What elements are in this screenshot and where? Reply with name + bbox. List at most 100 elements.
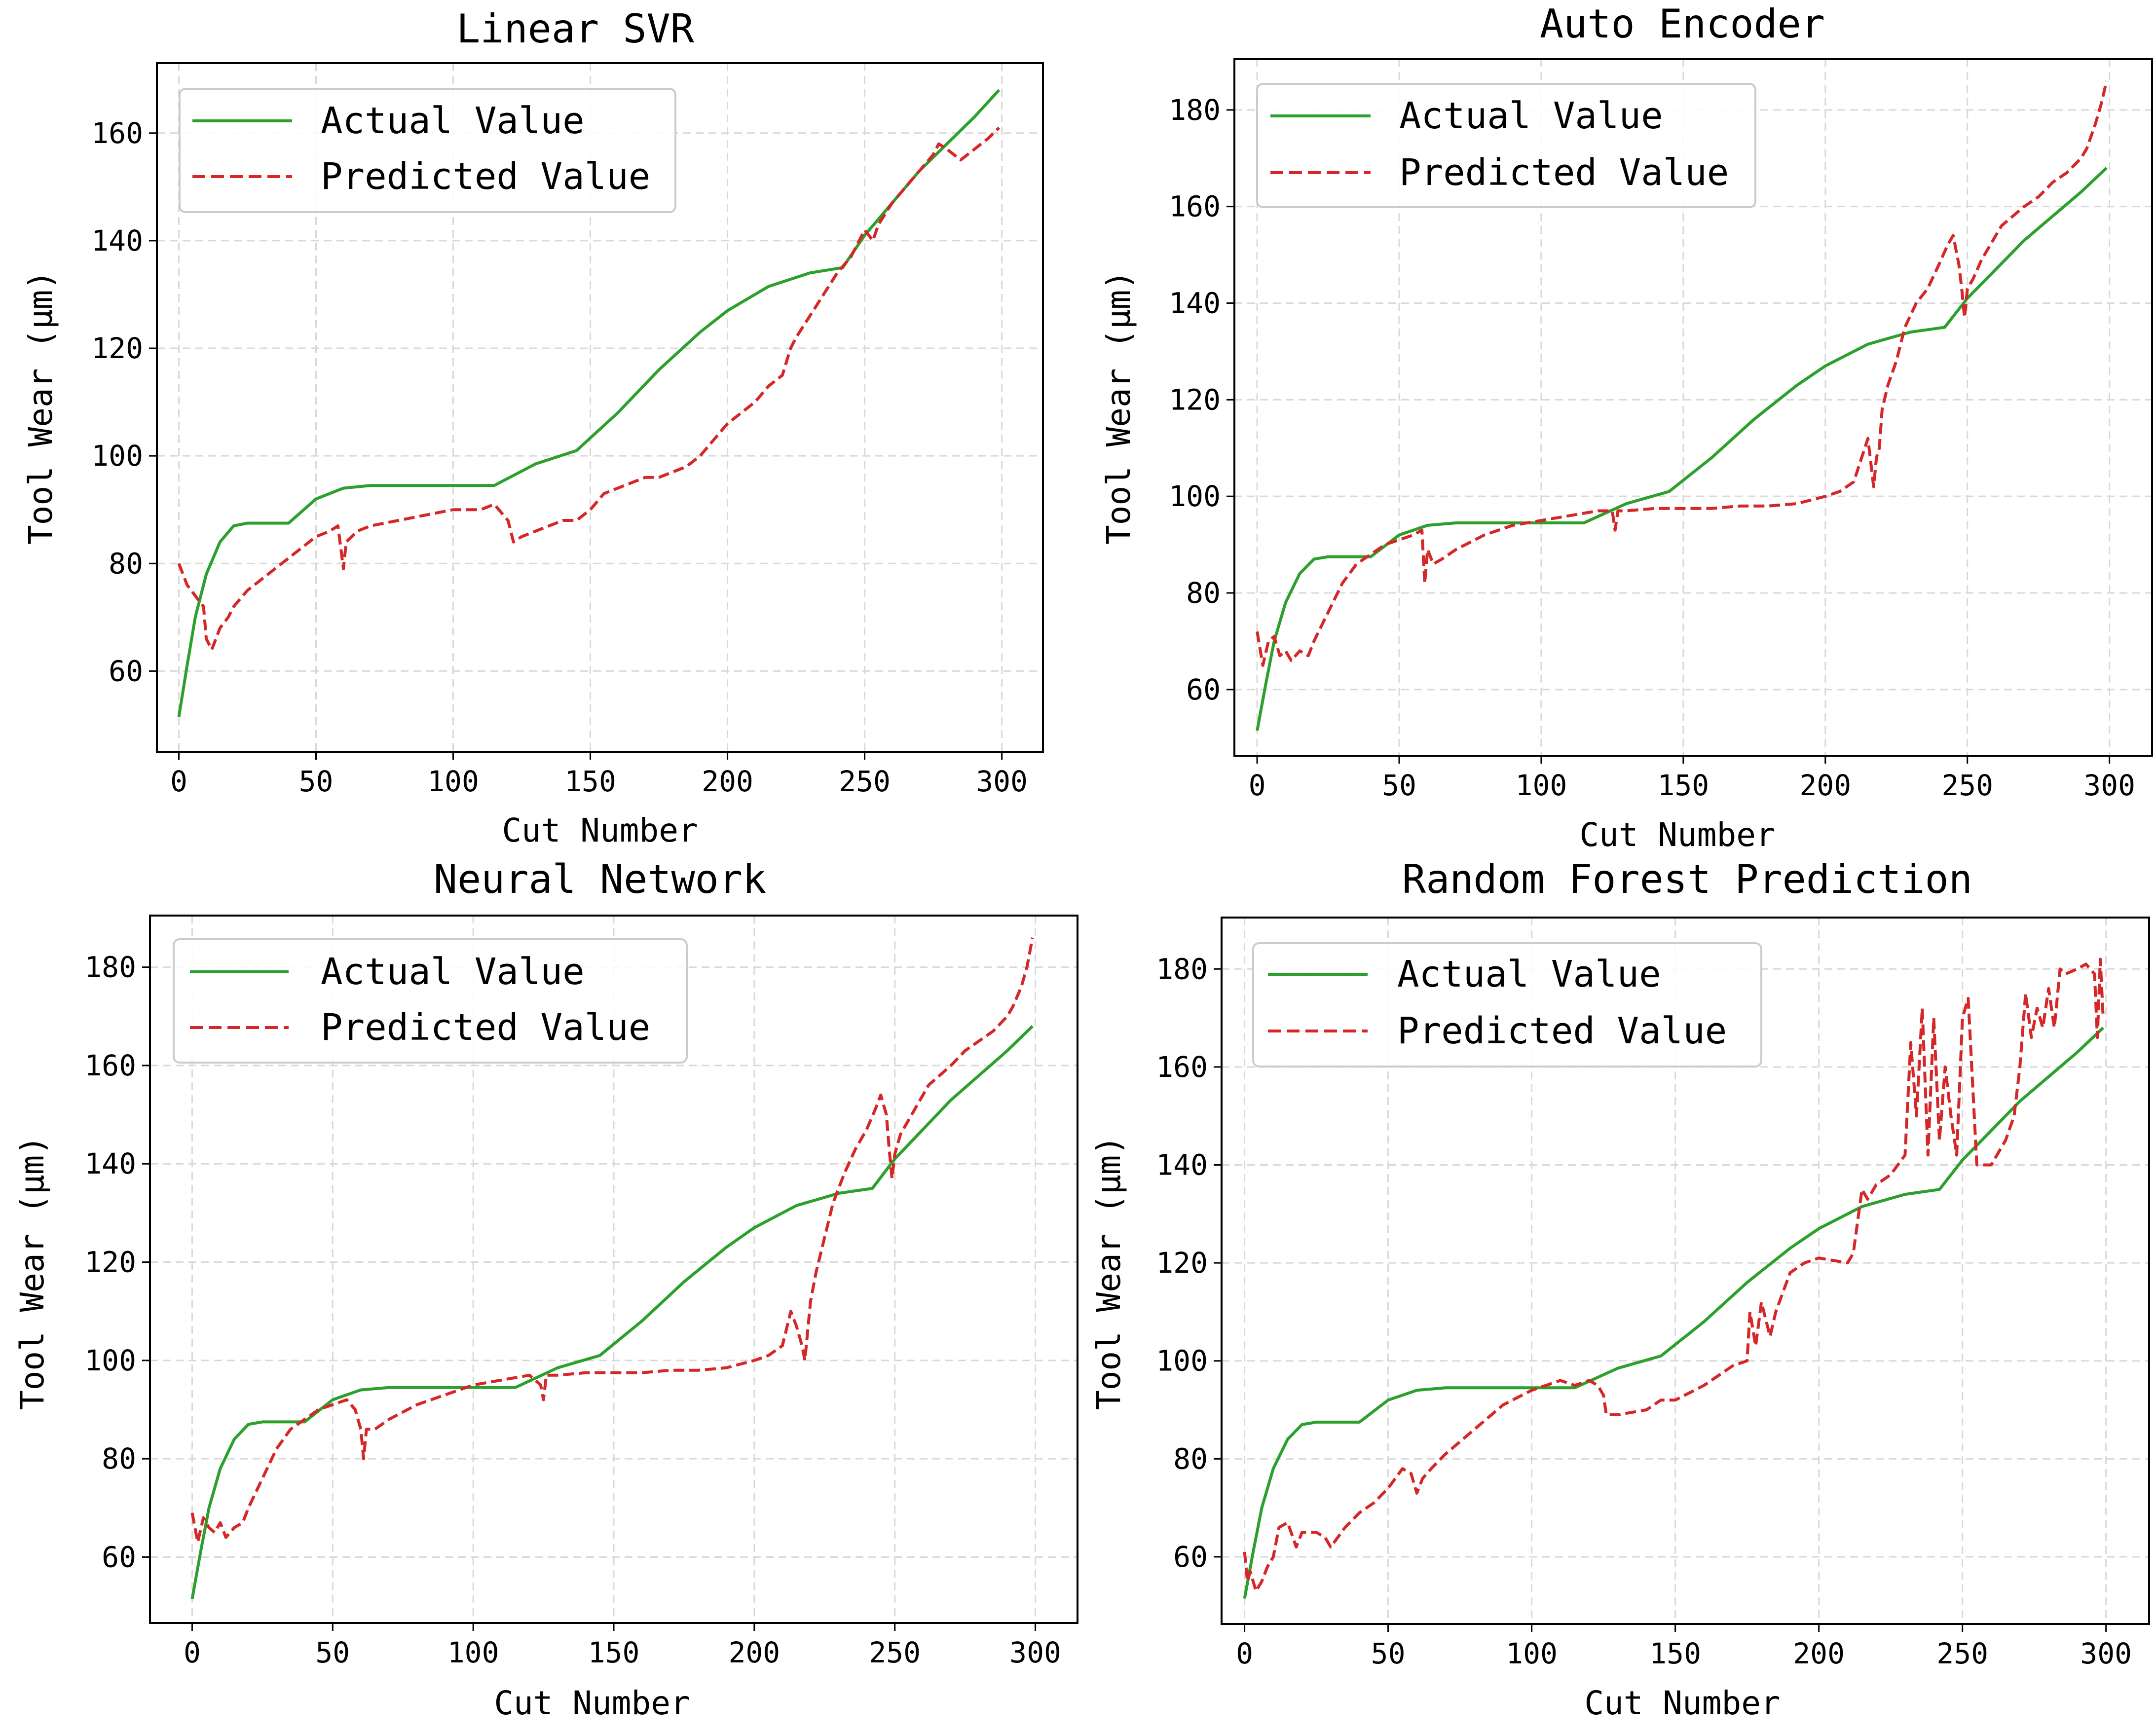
- x-tick-label: 250: [1936, 1637, 1988, 1670]
- series-line-actual: [1256, 167, 2108, 731]
- legend-label-predicted: Predicted Value: [321, 155, 650, 198]
- x-tick-label: 300: [976, 765, 1028, 798]
- x-tick-label: 200: [728, 1636, 780, 1669]
- series-line-actual: [1243, 1027, 2104, 1599]
- y-tick-label: 180: [84, 951, 136, 984]
- y-axis-label: Tool Wear (μm): [13, 1136, 51, 1410]
- x-tick-label: 0: [1236, 1637, 1253, 1670]
- y-tick-label: 160: [1156, 1050, 1208, 1084]
- series-layer: [190, 937, 1034, 1599]
- x-tick-label: 50: [299, 765, 334, 798]
- legend-box: [1252, 942, 1762, 1067]
- series-line-actual: [190, 1025, 1034, 1599]
- y-axis-label: Tool Wear (μm): [1100, 270, 1138, 545]
- y-tick-label: 140: [84, 1147, 136, 1180]
- x-axis-label: Cut Number: [494, 1684, 690, 1722]
- x-tick-label: 250: [839, 765, 891, 798]
- y-tick-label: 140: [1169, 286, 1221, 320]
- x-tick-label: 50: [1382, 769, 1416, 802]
- x-axis-label: Cut Number: [1579, 816, 1775, 854]
- series-layer: [1256, 80, 2108, 731]
- series-line-predicted: [1256, 80, 2108, 667]
- series-line-predicted: [177, 126, 1001, 651]
- x-tick-label: 100: [1516, 769, 1567, 802]
- legend: Actual Value Predicted Value: [179, 88, 676, 213]
- tick-marks: 0 50 100 150 200 250 300 60 80 100 120 140 160: [91, 116, 1028, 798]
- x-tick-label: 0: [1249, 769, 1266, 802]
- y-tick-label: 60: [102, 1540, 136, 1574]
- y-tick-label: 80: [102, 1442, 136, 1475]
- chart-title: Linear SVR: [456, 6, 694, 52]
- y-tick-label: 100: [91, 439, 143, 473]
- legend-label-actual: Actual Value: [321, 951, 585, 993]
- plot-frame: [1221, 917, 2150, 1625]
- chart-title: Auto Encoder: [1540, 1, 1825, 47]
- x-tick-label: 150: [1649, 1637, 1701, 1670]
- x-tick-label: 250: [869, 1636, 921, 1669]
- tick-marks: 0 50 100 150 200 250 300 60 80 100 120 140 160 180: [84, 951, 1061, 1669]
- x-tick-label: 50: [315, 1636, 350, 1669]
- y-axis-label: Tool Wear (μm): [1090, 1136, 1128, 1410]
- legend-label-predicted: Predicted Value: [1397, 1010, 1727, 1052]
- legend-box: [173, 938, 688, 1064]
- y-axis-label: Tool Wear (μm): [22, 270, 60, 545]
- y-tick-label: 120: [1169, 383, 1221, 416]
- series-layer: [177, 89, 1001, 717]
- series-line-predicted: [1243, 957, 2105, 1593]
- series-layer: [1243, 957, 2105, 1599]
- y-tick-label: 60: [109, 654, 143, 688]
- y-tick-label: 160: [91, 116, 143, 150]
- legend-label-predicted: Predicted Value: [1399, 151, 1729, 194]
- legend: Actual Value Predicted Value: [173, 938, 688, 1064]
- chart-title: Neural Network: [434, 856, 766, 902]
- x-tick-label: 250: [1941, 769, 1993, 802]
- plot-frame: [1233, 58, 2153, 757]
- y-tick-label: 80: [109, 547, 143, 580]
- legend: Actual Value Predicted Value: [1256, 83, 1756, 208]
- series-line-actual: [177, 89, 1001, 717]
- legend-box: [1256, 83, 1756, 208]
- x-tick-label: 200: [1793, 1637, 1845, 1670]
- y-tick-label: 60: [1186, 673, 1221, 706]
- y-tick-label: 180: [1156, 952, 1208, 986]
- x-axis-label: Cut Number: [1584, 1684, 1780, 1722]
- legend-label-actual: Actual Value: [1399, 95, 1663, 137]
- y-tick-label: 120: [91, 331, 143, 365]
- y-tick-label: 100: [1156, 1344, 1208, 1378]
- chart-panel-neural-network: Neural Network 0 50 100 150 200 250 300 60 80 100…: [13, 856, 1078, 1722]
- x-tick-label: 50: [1371, 1637, 1406, 1670]
- legend-label-actual: Actual Value: [321, 100, 585, 142]
- x-tick-label: 0: [184, 1636, 201, 1669]
- chart-panel-random-forest: Random Forest Prediction 0 50 100 150 200 250…: [1090, 856, 2150, 1722]
- chart-panel-linear-svr: Linear SVR 0 50 100 150 200 250 300 60 80 100 120 1…: [22, 6, 1044, 849]
- y-tick-label: 180: [1169, 93, 1221, 127]
- chart-panel-auto-encoder: Auto Encoder 0 50 100 150 200 250 300 60 80 100 12…: [1100, 1, 2153, 854]
- chart-title: Random Forest Prediction: [1402, 856, 1972, 902]
- y-tick-label: 100: [84, 1344, 136, 1377]
- x-tick-label: 100: [1506, 1637, 1558, 1670]
- y-tick-label: 80: [1186, 576, 1221, 610]
- x-tick-label: 200: [1799, 769, 1851, 802]
- x-tick-label: 300: [2083, 769, 2135, 802]
- x-tick-label: 150: [1657, 769, 1709, 802]
- series-line-predicted: [190, 937, 1034, 1544]
- plot-frame: [156, 62, 1044, 753]
- x-tick-label: 100: [447, 1636, 499, 1669]
- legend-label-predicted: Predicted Value: [321, 1006, 650, 1049]
- tick-marks: 0 50 100 150 200 250 300 60 80 100 120 140 160 180: [1156, 952, 2132, 1670]
- x-tick-label: 100: [427, 765, 479, 798]
- x-tick-label: 300: [2080, 1637, 2132, 1670]
- y-tick-label: 100: [1169, 479, 1221, 513]
- y-tick-label: 60: [1173, 1540, 1208, 1574]
- legend: Actual Value Predicted Value: [1252, 942, 1762, 1067]
- y-tick-label: 140: [1156, 1148, 1208, 1181]
- x-tick-label: 150: [588, 1636, 640, 1669]
- y-tick-label: 140: [91, 224, 143, 258]
- y-tick-label: 120: [84, 1246, 136, 1279]
- tick-marks: 0 50 100 150 200 250 300 60 80 100 120 140 160 180: [1169, 93, 2135, 802]
- x-axis-label: Cut Number: [502, 811, 698, 849]
- legend-box: [179, 88, 676, 213]
- x-tick-label: 0: [170, 765, 187, 798]
- y-tick-label: 120: [1156, 1246, 1208, 1280]
